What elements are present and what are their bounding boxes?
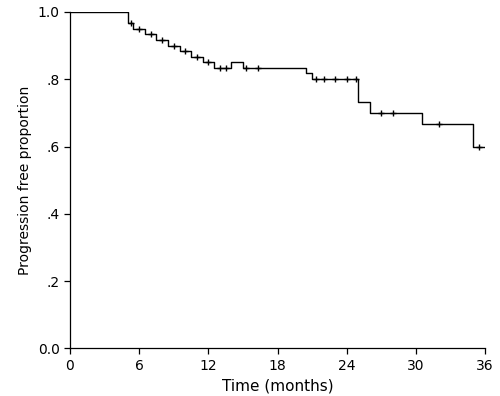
X-axis label: Time (months): Time (months)	[222, 379, 334, 394]
Y-axis label: Progression free proportion: Progression free proportion	[18, 86, 32, 275]
